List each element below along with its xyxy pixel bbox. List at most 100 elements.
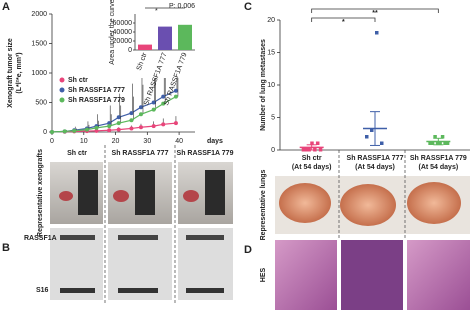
column-label: Sh RASSF1A 779 — [177, 150, 234, 157]
x-tick-label: 20 — [112, 138, 120, 145]
bar — [138, 44, 152, 50]
panel-label: D — [244, 244, 252, 256]
significance-label: ** — [372, 10, 378, 17]
significance-bracket — [311, 17, 376, 22]
y-tick-label: 1000 — [31, 70, 47, 77]
legend-label: Sh ctr — [68, 77, 88, 84]
data-point — [433, 135, 437, 139]
data-point — [173, 94, 178, 99]
data-point — [310, 141, 314, 145]
column-label: Sh ctr — [67, 150, 87, 157]
row-label: HES — [260, 267, 267, 282]
data-point — [129, 118, 134, 123]
data-point — [428, 141, 432, 145]
panel-label: C — [244, 1, 252, 13]
data-point — [129, 126, 134, 131]
x-axis-label: days — [207, 138, 223, 145]
y-tick-label: 2000 — [31, 11, 47, 18]
x-tick-note: (At 54 days) — [418, 164, 458, 171]
data-point — [443, 141, 447, 145]
data-point — [438, 141, 442, 145]
data-point — [380, 141, 384, 145]
y-tick-label: 60000 — [113, 20, 133, 27]
lung-photos — [275, 176, 470, 234]
panel-label: A — [2, 1, 10, 13]
panel-label: B — [2, 242, 10, 254]
legend-label: Sh RASSF1A 777 — [68, 87, 125, 94]
significance-bracket — [311, 8, 439, 13]
y-tick-label: 0 — [43, 129, 47, 136]
legend-marker — [59, 97, 65, 103]
data-point — [151, 100, 156, 105]
x-tick-label: Sh ctr — [302, 155, 322, 162]
x-tick-note: (At 54 days) — [355, 164, 395, 171]
x-tick-label: 30 — [143, 138, 151, 145]
data-point — [301, 148, 306, 152]
row-label: Representative lungs — [260, 169, 267, 240]
data-point — [138, 112, 143, 117]
data-point — [50, 130, 54, 134]
data-point — [116, 121, 121, 126]
x-tick-label: 40 — [175, 138, 183, 145]
row-label: Representative xenografts — [37, 149, 44, 237]
data-point — [107, 124, 112, 129]
legend-label: Sh RASSF1A 779 — [68, 97, 125, 104]
data-point — [151, 107, 156, 112]
y-axis-label: (L*l²*e, mm³) — [16, 52, 23, 93]
data-point — [129, 111, 134, 116]
data-point — [173, 88, 178, 93]
y-tick-label: 0 — [128, 47, 132, 54]
bar — [178, 24, 192, 50]
y-tick-label: 20000 — [113, 38, 133, 45]
y-tick-label: 0 — [271, 147, 275, 154]
data-point — [62, 129, 67, 134]
data-point — [161, 101, 166, 106]
y-tick-label: 5 — [271, 114, 275, 121]
y-axis-label: Xenograft tumor size — [7, 38, 14, 108]
data-point — [430, 141, 435, 145]
bar — [158, 26, 172, 50]
x-tick-note: (At 54 days) — [292, 164, 332, 171]
y-tick-label: 10 — [267, 82, 275, 89]
data-point — [435, 141, 440, 145]
data-point — [116, 115, 121, 120]
data-point — [365, 135, 369, 139]
data-point — [151, 124, 156, 129]
data-point — [315, 141, 320, 145]
legend-marker — [59, 87, 65, 93]
significance-label: * — [342, 19, 345, 26]
data-point — [440, 135, 445, 139]
data-point — [107, 128, 112, 133]
y-tick-label: 1500 — [31, 40, 47, 47]
blot-label: RASSF1A — [24, 235, 57, 242]
data-point — [370, 128, 374, 132]
data-point — [116, 127, 121, 132]
x-tick-label: 10 — [80, 138, 88, 145]
data-point — [94, 128, 99, 133]
blot-label: S16 — [36, 287, 49, 294]
y-axis-label: Number of lung metastases — [260, 39, 267, 131]
column-label: Sh RASSF1A 777 — [112, 150, 169, 157]
y-tick-label: 500 — [35, 99, 47, 106]
y-tick-label: 15 — [267, 49, 275, 56]
data-point — [318, 148, 323, 152]
annotation: * — [155, 8, 158, 15]
data-point — [161, 122, 166, 127]
data-point — [445, 141, 450, 145]
data-point — [107, 121, 112, 126]
y-tick-label: 40000 — [113, 29, 133, 36]
hes-images — [275, 240, 470, 310]
data-point — [138, 105, 143, 110]
y-tick-label: 20 — [267, 17, 275, 24]
data-point — [173, 121, 178, 126]
annotation: P: 0.006 — [169, 3, 195, 10]
western-blot — [50, 228, 233, 300]
data-point — [304, 148, 309, 152]
data-point — [94, 125, 99, 130]
legend-marker — [59, 77, 65, 83]
xenograft-photos — [50, 162, 233, 224]
y-axis-label: Area under the curve — [109, 0, 116, 65]
data-point — [375, 31, 379, 35]
x-tick-label: Sh RASSF1A 777 — [347, 155, 404, 162]
